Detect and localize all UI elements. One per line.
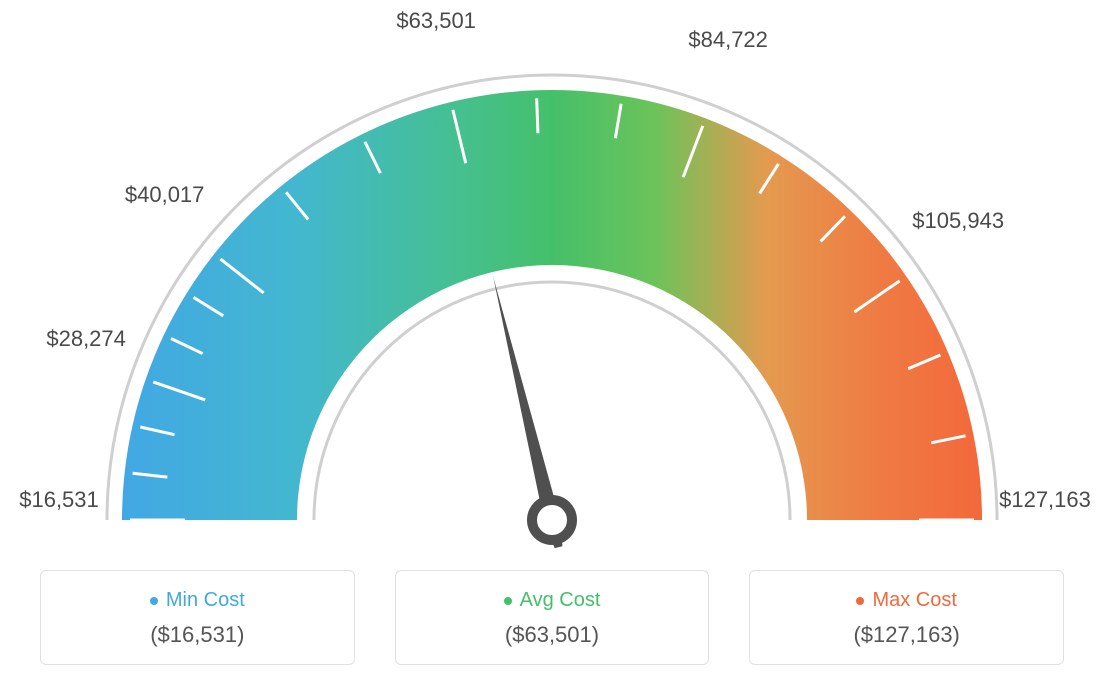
legend-row: Min Cost ($16,531) Avg Cost ($63,501) Max Co… bbox=[0, 570, 1104, 665]
gauge-svg bbox=[0, 20, 1104, 580]
legend-title: Max Cost bbox=[760, 589, 1053, 612]
legend-dot-icon bbox=[150, 597, 158, 605]
legend-title: Min Cost bbox=[51, 589, 344, 612]
gauge-tick-label: $28,274 bbox=[46, 326, 126, 352]
gauge-tick-label: $63,501 bbox=[396, 8, 476, 34]
gauge-tick-label: $127,163 bbox=[999, 487, 1091, 513]
legend-dot-icon bbox=[856, 597, 864, 605]
legend-card: Min Cost ($16,531) bbox=[40, 570, 355, 665]
gauge-area: $16,531 $28,274 $40,017 $63,501 $84,722 $105,… bbox=[0, 0, 1104, 560]
legend-card: Avg Cost ($63,501) bbox=[395, 570, 710, 665]
legend-title-text: Avg Cost bbox=[520, 589, 601, 612]
legend-value: ($16,531) bbox=[51, 622, 344, 648]
legend-card: Max Cost ($127,163) bbox=[749, 570, 1064, 665]
legend-title-text: Max Cost bbox=[872, 589, 956, 612]
legend-value: ($127,163) bbox=[760, 622, 1053, 648]
legend-dot-icon bbox=[504, 597, 512, 605]
gauge-tick-label: $16,531 bbox=[19, 487, 99, 513]
legend-value: ($63,501) bbox=[406, 622, 699, 648]
chart-container: $16,531 $28,274 $40,017 $63,501 $84,722 $105,… bbox=[0, 0, 1104, 690]
gauge-tick-label: $105,943 bbox=[912, 208, 1004, 234]
legend-title-text: Min Cost bbox=[166, 589, 245, 612]
legend-title: Avg Cost bbox=[406, 589, 699, 612]
gauge-tick-label: $40,017 bbox=[125, 182, 205, 208]
gauge-tick-label: $84,722 bbox=[688, 27, 768, 53]
